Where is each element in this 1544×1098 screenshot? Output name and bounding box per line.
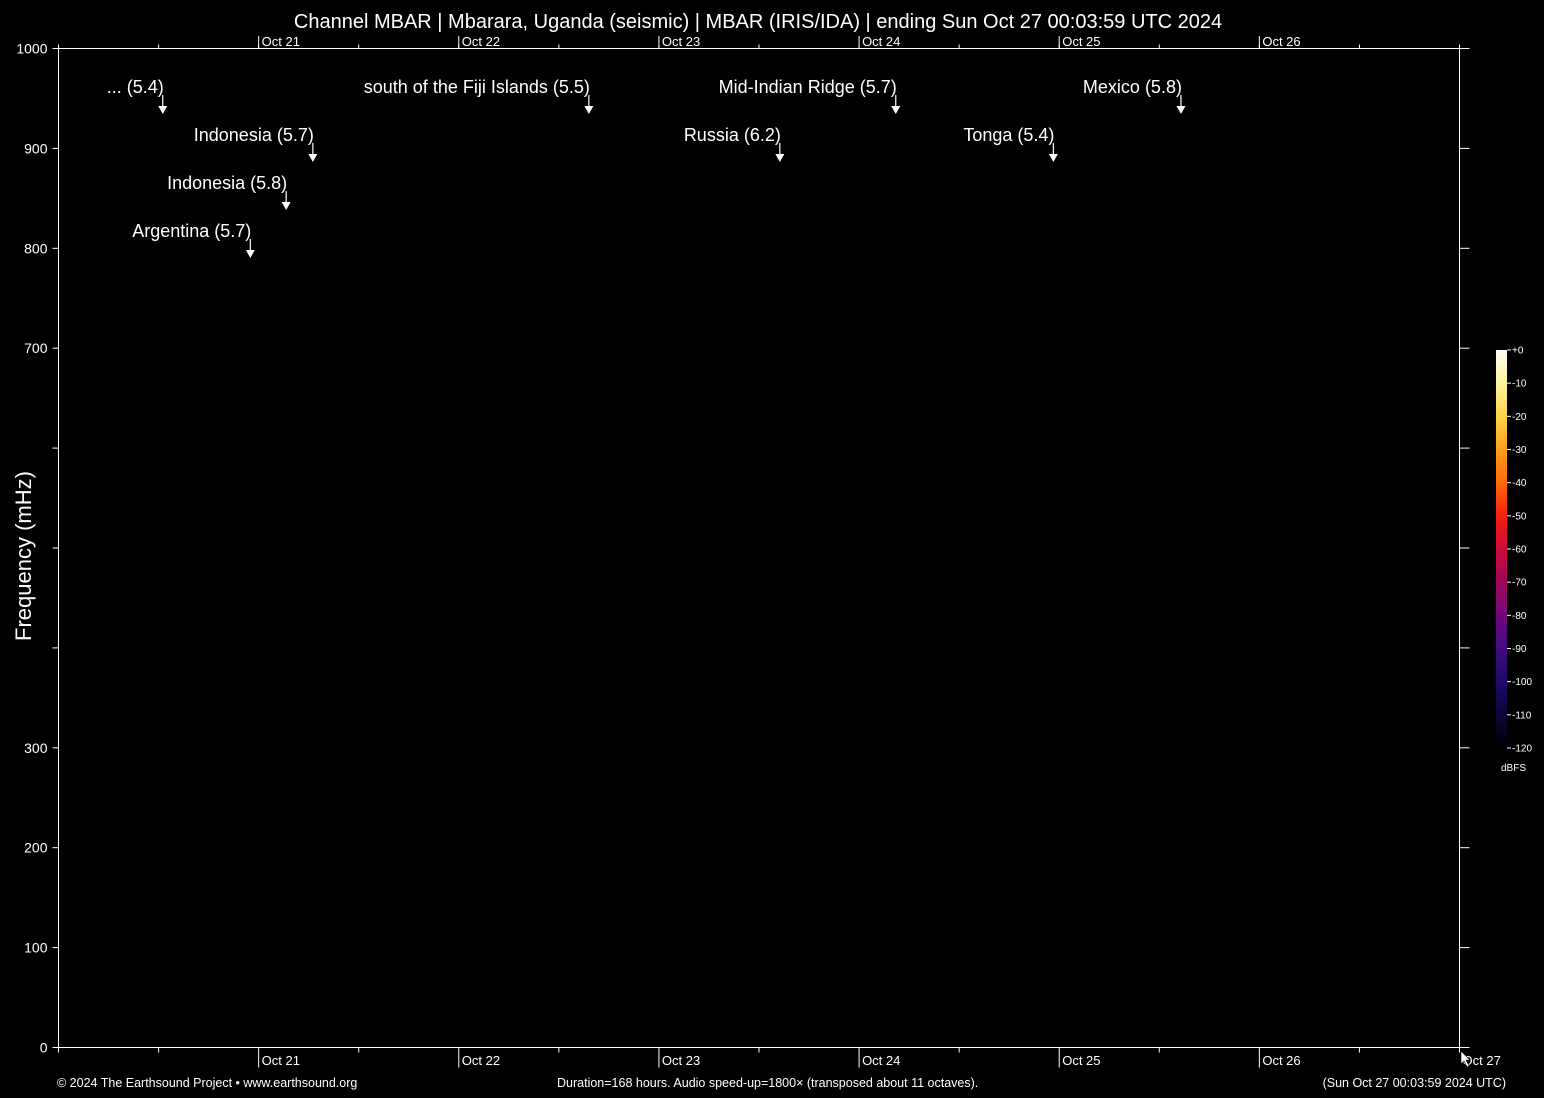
colorbar-tick-label: -110 — [1512, 710, 1532, 721]
event-annotations: ... (5.4) Indonesia (5.7) Indonesia (5.8) A… — [107, 77, 1186, 258]
y-tick-label: 700 — [24, 340, 48, 356]
colorbar-tick-label: -50 — [1512, 511, 1527, 522]
y-tick-label: 900 — [24, 140, 48, 156]
colorbar-tick-label: -80 — [1512, 611, 1527, 622]
y-tick-label: 800 — [24, 240, 48, 256]
footer-copyright: © 2024 The Earthsound Project • www.eart… — [57, 1076, 357, 1090]
colorbar-gradient — [1496, 350, 1507, 748]
x-tick-label-bottom: Oct 23 — [662, 1053, 700, 1068]
colorbar-tick-label: -10 — [1512, 379, 1527, 390]
event-arrow-icon — [775, 154, 785, 162]
x-tick-label-top: Oct 25 — [1062, 34, 1100, 49]
event-arrow-icon — [891, 106, 901, 114]
event-marker: Mid-Indian Ridge (5.7) — [719, 77, 901, 114]
colorbar-tick-label: -120 — [1512, 744, 1532, 755]
x-tick-label-bottom: Oct 24 — [862, 1053, 900, 1068]
x-axis-top: Oct 21 Oct 22 Oct 23 Oct 24 Oct 25 Oct 26 — [58, 34, 1460, 49]
colorbar-unit-label: dBFS — [1501, 763, 1526, 774]
colorbar-tick-label: -90 — [1512, 644, 1527, 655]
event-label: Argentina (5.7) — [132, 221, 251, 241]
y-tick-label: 200 — [24, 840, 48, 856]
event-arrow-icon — [1048, 154, 1058, 162]
footer-duration: Duration=168 hours. Audio speed-up=1800×… — [557, 1076, 978, 1090]
footer-end-time: (Sun Oct 27 00:03:59 2024 UTC) — [1323, 1076, 1506, 1090]
event-marker: Russia (6.2) — [684, 125, 785, 162]
x-tick-label-top: Oct 24 — [862, 34, 900, 49]
event-arrow-icon — [281, 202, 291, 210]
x-tick-label-top: Oct 23 — [662, 34, 700, 49]
colorbar-tick-label: -30 — [1512, 445, 1527, 456]
event-label: south of the Fiji Islands (5.5) — [364, 77, 590, 97]
x-tick-label-bottom: Oct 21 — [262, 1053, 300, 1068]
event-label: Indonesia (5.7) — [194, 125, 314, 145]
event-arrow-icon — [308, 154, 318, 162]
event-label: Indonesia (5.8) — [167, 173, 287, 193]
event-marker: Tonga (5.4) — [963, 125, 1058, 162]
chart-title: Channel MBAR | Mbarara, Uganda (seismic)… — [294, 11, 1222, 33]
colorbar-tick-label: +0 — [1512, 346, 1524, 357]
event-marker: ... (5.4) — [107, 77, 168, 114]
cursor-arrow-icon — [1460, 1050, 1471, 1068]
event-label: ... (5.4) — [107, 77, 164, 97]
event-marker: south of the Fiji Islands (5.5) — [364, 77, 594, 114]
event-arrow-icon — [245, 250, 255, 258]
x-tick-label-bottom: Oct 27 — [1463, 1053, 1501, 1068]
event-label: Mid-Indian Ridge (5.7) — [719, 77, 897, 97]
y-axis-label: Frequency (mHz) — [11, 471, 36, 641]
y-tick-label: 0 — [40, 1040, 48, 1056]
event-label: Russia (6.2) — [684, 125, 781, 145]
colorbar-tick-label: -60 — [1512, 545, 1527, 556]
y-tick-label: 1000 — [16, 41, 47, 57]
plot-area — [58, 48, 1460, 1048]
x-axis-bottom: Oct 21 Oct 22 Oct 23 Oct 24 Oct 25 Oct 26 Oct … — [58, 1047, 1501, 1068]
colorbar: dBFS +0 -10 -20 -30 -40 -50 -60 -70 -80 -90 -100 -1… — [1496, 346, 1532, 774]
event-marker: Mexico (5.8) — [1083, 77, 1186, 114]
event-label: Tonga (5.4) — [963, 125, 1054, 145]
colorbar-tick-label: -100 — [1512, 677, 1532, 688]
event-arrow-icon — [1176, 106, 1186, 114]
colorbar-tick-label: -20 — [1512, 412, 1527, 423]
colorbar-tick-label: -70 — [1512, 578, 1527, 589]
y-tick-label: 300 — [24, 740, 48, 756]
y-tick-label: 100 — [24, 940, 48, 956]
x-tick-label-bottom: Oct 22 — [462, 1053, 500, 1068]
event-marker: Argentina (5.7) — [132, 221, 255, 258]
event-arrow-icon — [584, 106, 594, 114]
event-marker: Indonesia (5.7) — [194, 125, 318, 162]
event-label: Mexico (5.8) — [1083, 77, 1182, 97]
x-tick-label-top: Oct 21 — [262, 34, 300, 49]
x-tick-label-bottom: Oct 26 — [1262, 1053, 1300, 1068]
event-marker: Indonesia (5.8) — [167, 173, 291, 210]
x-tick-label-bottom: Oct 25 — [1062, 1053, 1100, 1068]
event-arrow-icon — [158, 106, 168, 114]
x-tick-label-top: Oct 26 — [1262, 34, 1300, 49]
x-tick-label-top: Oct 22 — [462, 34, 500, 49]
colorbar-tick-label: -40 — [1512, 478, 1527, 489]
y-axis: 0 100 200 300 700 800 900 1000 — [16, 41, 1470, 1056]
